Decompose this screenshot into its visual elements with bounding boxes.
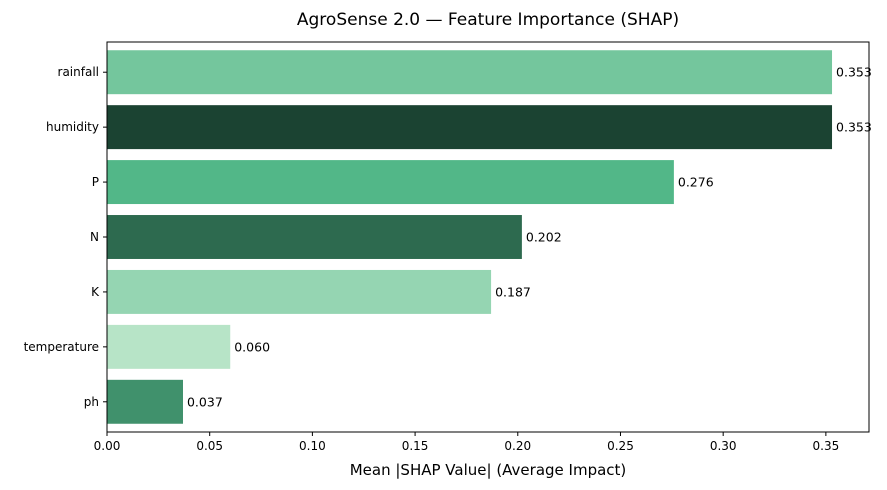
data-label-humidity: 0.353 bbox=[836, 120, 872, 135]
y-tick-label-ph: ph bbox=[84, 395, 99, 409]
data-label-ph: 0.037 bbox=[187, 394, 223, 409]
x-tick-label: 0.25 bbox=[607, 439, 634, 453]
x-tick-label: 0.35 bbox=[813, 439, 840, 453]
y-tick-label-rainfall: rainfall bbox=[58, 65, 99, 79]
data-label-K: 0.187 bbox=[495, 284, 531, 299]
bar-K bbox=[107, 269, 492, 314]
y-tick-label-N: N bbox=[90, 230, 99, 244]
x-axis-label: Mean |SHAP Value| (Average Impact) bbox=[350, 461, 627, 479]
x-tick-label: 0.10 bbox=[299, 439, 326, 453]
data-label-rainfall: 0.353 bbox=[836, 65, 872, 80]
plot-frame bbox=[106, 41, 870, 433]
y-tick-label-P: P bbox=[92, 175, 99, 189]
y-tick-label-K: K bbox=[91, 285, 100, 299]
bar-humidity bbox=[107, 105, 833, 150]
bar-temperature bbox=[107, 324, 231, 369]
bar-ph bbox=[107, 379, 183, 424]
data-label-N: 0.202 bbox=[526, 230, 562, 245]
x-tick-label: 0.30 bbox=[710, 439, 737, 453]
bar-N bbox=[107, 215, 522, 259]
x-tick-label: 0.00 bbox=[94, 439, 121, 453]
y-tick-label-humidity: humidity bbox=[46, 120, 99, 134]
x-tick-label: 0.15 bbox=[402, 439, 429, 453]
data-label-P: 0.276 bbox=[678, 175, 714, 190]
x-tick-label: 0.20 bbox=[504, 439, 531, 453]
y-tick-label-temperature: temperature bbox=[24, 340, 99, 354]
x-tick-label: 0.05 bbox=[196, 439, 223, 453]
bar-P bbox=[107, 160, 674, 205]
bar-rainfall bbox=[107, 50, 833, 95]
chart-title: AgroSense 2.0 — Feature Importance (SHAP… bbox=[297, 10, 679, 30]
plot-area: rainfall 0.353 humidity 0.353 P 0.276 N 0.202 K 0… bbox=[24, 50, 872, 453]
data-label-temperature: 0.060 bbox=[234, 339, 270, 354]
